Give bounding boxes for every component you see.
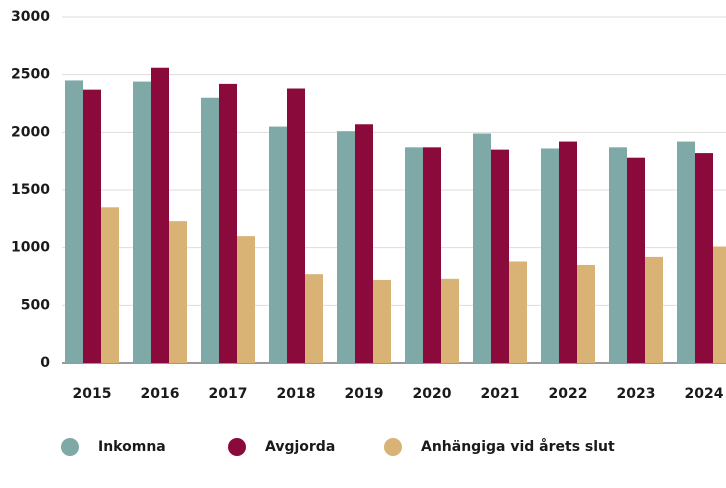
y-tick-label: 3000 <box>11 9 50 25</box>
bar <box>627 157 645 363</box>
bar <box>695 153 713 363</box>
bar <box>713 246 726 363</box>
bar <box>473 133 491 363</box>
x-tick-label: 2015 <box>73 386 112 402</box>
bar <box>65 80 83 363</box>
legend-swatch <box>384 438 402 456</box>
bar <box>169 221 187 363</box>
x-tick-label: 2019 <box>345 386 384 402</box>
bar <box>491 149 509 363</box>
legend-label: Anhängiga vid årets slut <box>421 438 615 455</box>
x-tick-label: 2023 <box>617 386 656 402</box>
legend-label: Avgjorda <box>265 439 335 455</box>
x-tick-label: 2022 <box>549 386 588 402</box>
bar <box>423 147 441 363</box>
bar <box>305 274 323 363</box>
bar <box>441 278 459 363</box>
x-tick-label: 2017 <box>209 386 248 402</box>
bar <box>405 147 423 363</box>
y-tick-label: 2000 <box>11 124 50 140</box>
bar <box>151 67 169 363</box>
bar <box>541 148 559 363</box>
bar <box>577 264 595 363</box>
y-tick-label: 1500 <box>11 182 50 198</box>
bar <box>609 147 627 363</box>
y-tick-label: 1000 <box>11 240 50 256</box>
bar <box>509 261 527 363</box>
x-tick-label: 2021 <box>481 386 520 402</box>
bar <box>559 141 577 363</box>
bar <box>645 256 663 363</box>
bar <box>269 126 287 363</box>
bar <box>337 131 355 363</box>
bar <box>237 236 255 363</box>
bar <box>373 279 391 363</box>
y-tick-label: 500 <box>21 297 50 313</box>
bar <box>355 124 373 363</box>
legend-swatch <box>228 438 246 456</box>
bar <box>101 207 119 363</box>
bar <box>677 141 695 363</box>
x-tick-label: 2018 <box>277 386 316 402</box>
x-tick-label: 2020 <box>413 386 452 402</box>
bar <box>219 83 237 363</box>
x-tick-label: 2016 <box>141 386 180 402</box>
bar <box>83 89 101 363</box>
y-tick-label: 0 <box>40 355 50 371</box>
x-tick-label: 2024 <box>685 386 724 402</box>
bar <box>133 81 151 363</box>
legend-label: Inkomna <box>98 439 166 455</box>
bar <box>287 88 305 364</box>
bar <box>201 97 219 363</box>
legend-swatch <box>61 438 79 456</box>
y-tick-label: 2500 <box>11 67 50 83</box>
